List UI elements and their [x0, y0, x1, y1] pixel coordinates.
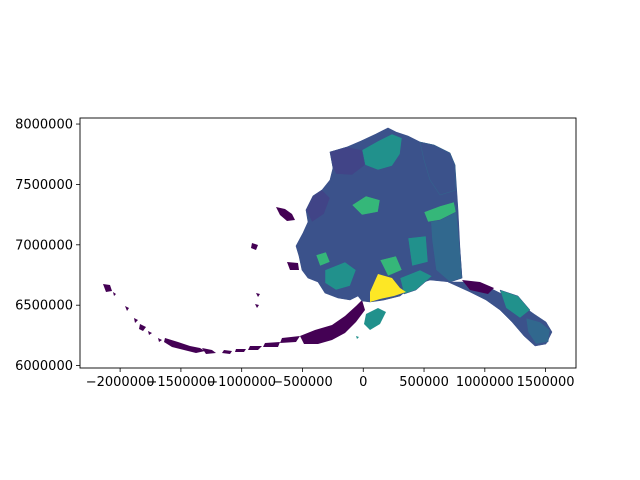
region-central-green — [351, 195, 381, 216]
y-tick-label: 7500000 — [15, 178, 73, 193]
region-west-coast — [305, 189, 331, 223]
region-panhandle — [447, 281, 553, 347]
region-northeast — [419, 141, 457, 196]
x-tick-label: −1500000 — [147, 375, 216, 390]
x-tick-label: 0 — [359, 375, 367, 390]
alaska-peninsula — [300, 300, 365, 344]
region-southwest — [324, 261, 357, 291]
x-tick-label: −500000 — [272, 375, 333, 390]
region-panhandle-green — [499, 289, 531, 319]
region-interior-east — [429, 204, 463, 283]
region-west-green — [315, 251, 331, 267]
y-axis-ticks: 6000000 6500000 7000000 7500000 8000000 — [15, 118, 80, 374]
kodiak-island — [364, 308, 386, 330]
x-axis-ticks: −2000000−1500000−1000000−500000 0 500000 10… — [86, 368, 575, 390]
region-interior-green — [407, 235, 429, 267]
axes-frame — [79, 117, 577, 369]
x-tick-label: −1000000 — [207, 375, 276, 390]
region-panhandle-coast — [462, 280, 494, 294]
region-northwest — [329, 146, 366, 176]
x-tick-label: 500000 — [399, 375, 449, 390]
x-tick-label: −2000000 — [86, 375, 155, 390]
region-east-green — [423, 201, 457, 223]
region-anchorage-yellow — [370, 274, 406, 302]
aleutian-islands — [103, 207, 300, 354]
y-tick-label: 6500000 — [15, 299, 73, 314]
y-tick-label: 6000000 — [15, 359, 73, 374]
region-panhandle-south — [525, 317, 551, 345]
small-island — [356, 336, 359, 339]
region-south-green — [379, 255, 403, 277]
alaska-map — [103, 127, 553, 354]
x-tick-label: 1500000 — [517, 375, 575, 390]
region-north-slope — [361, 133, 403, 171]
x-tick-label: 1000000 — [456, 375, 514, 390]
y-tick-label: 8000000 — [15, 118, 73, 133]
y-tick-label: 7000000 — [15, 238, 73, 253]
